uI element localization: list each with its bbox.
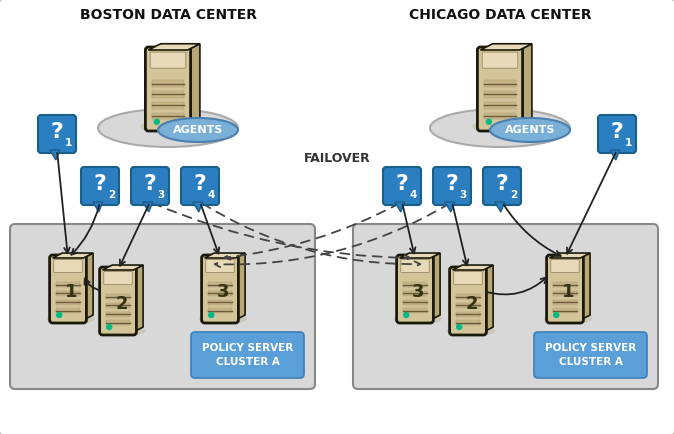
Circle shape [154,119,159,124]
Text: 1: 1 [562,283,575,301]
Circle shape [209,312,214,318]
FancyBboxPatch shape [402,308,427,313]
Text: 2: 2 [510,190,517,200]
FancyBboxPatch shape [482,52,518,68]
FancyBboxPatch shape [401,260,429,273]
Circle shape [404,312,408,318]
Circle shape [457,325,462,329]
Ellipse shape [140,119,202,134]
FancyBboxPatch shape [56,282,80,287]
FancyBboxPatch shape [152,91,184,98]
Polygon shape [193,202,203,212]
FancyBboxPatch shape [456,320,481,325]
FancyBboxPatch shape [50,255,86,323]
FancyBboxPatch shape [553,291,578,296]
Polygon shape [580,253,590,320]
Polygon shape [520,44,532,128]
FancyBboxPatch shape [477,47,522,131]
FancyBboxPatch shape [106,320,130,325]
FancyBboxPatch shape [191,332,304,378]
Text: 3: 3 [460,190,467,200]
Ellipse shape [97,325,145,336]
FancyBboxPatch shape [106,294,130,299]
Text: ?: ? [94,174,106,194]
Polygon shape [431,253,440,320]
Polygon shape [148,44,200,50]
Ellipse shape [544,313,592,324]
Text: CHICAGO DATA CENTER: CHICAGO DATA CENTER [408,8,591,22]
Polygon shape [50,150,60,160]
FancyBboxPatch shape [454,272,482,285]
FancyBboxPatch shape [553,308,578,313]
Polygon shape [395,202,405,212]
FancyBboxPatch shape [152,113,184,119]
FancyBboxPatch shape [54,260,82,273]
FancyBboxPatch shape [146,47,191,131]
Ellipse shape [430,109,570,147]
Text: 1: 1 [65,138,72,148]
FancyBboxPatch shape [131,167,169,205]
FancyBboxPatch shape [38,115,76,153]
Text: ?: ? [495,174,508,194]
Text: 4: 4 [410,190,417,200]
FancyBboxPatch shape [56,291,80,296]
FancyBboxPatch shape [456,303,481,308]
FancyBboxPatch shape [100,267,136,335]
Polygon shape [549,253,590,258]
Text: 2: 2 [465,295,478,313]
FancyBboxPatch shape [150,52,186,68]
FancyBboxPatch shape [152,102,184,108]
FancyBboxPatch shape [104,272,132,285]
FancyBboxPatch shape [10,224,315,389]
Text: 2: 2 [108,190,115,200]
Polygon shape [84,253,93,320]
FancyBboxPatch shape [485,80,516,87]
FancyBboxPatch shape [56,308,80,313]
FancyBboxPatch shape [598,115,636,153]
Text: 4: 4 [208,190,215,200]
Ellipse shape [98,109,238,147]
FancyBboxPatch shape [456,312,481,316]
Polygon shape [495,202,505,212]
Ellipse shape [472,119,534,134]
Ellipse shape [394,313,442,324]
Text: 2: 2 [115,295,128,313]
FancyBboxPatch shape [208,308,233,313]
Text: BOSTON DATA CENTER: BOSTON DATA CENTER [80,8,257,22]
Polygon shape [610,150,620,160]
Ellipse shape [199,313,247,324]
Polygon shape [133,265,143,332]
FancyBboxPatch shape [202,255,239,323]
FancyBboxPatch shape [534,332,647,378]
FancyBboxPatch shape [433,167,471,205]
Circle shape [487,119,491,124]
Text: ?: ? [611,122,623,142]
Polygon shape [400,253,440,258]
FancyBboxPatch shape [206,260,234,273]
FancyBboxPatch shape [553,299,578,305]
FancyBboxPatch shape [181,167,219,205]
Text: 1: 1 [65,283,78,301]
FancyBboxPatch shape [106,303,130,308]
FancyBboxPatch shape [383,167,421,205]
Text: 1: 1 [625,138,632,148]
Polygon shape [483,265,493,332]
Text: POLICY SERVER
CLUSTER A: POLICY SERVER CLUSTER A [545,343,636,367]
FancyBboxPatch shape [483,167,521,205]
Text: 3: 3 [412,283,425,301]
FancyBboxPatch shape [402,291,427,296]
Circle shape [106,325,112,329]
FancyBboxPatch shape [81,167,119,205]
FancyBboxPatch shape [485,102,516,108]
FancyBboxPatch shape [551,260,579,273]
Circle shape [554,312,559,318]
FancyBboxPatch shape [485,113,516,119]
Ellipse shape [490,118,570,142]
Text: 3: 3 [158,190,165,200]
FancyBboxPatch shape [208,299,233,305]
Text: ?: ? [144,174,156,194]
Text: AGENTS: AGENTS [505,125,555,135]
Ellipse shape [447,325,495,336]
Polygon shape [53,253,93,258]
